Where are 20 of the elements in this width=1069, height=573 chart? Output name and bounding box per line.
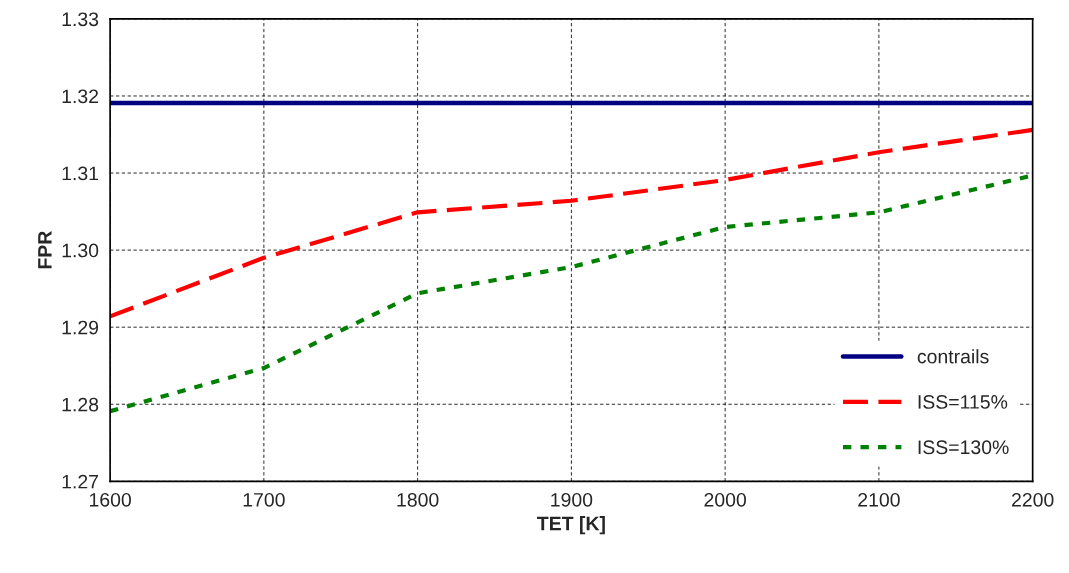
y-tick-label: 1.30 bbox=[62, 243, 99, 258]
legend-label: contrails bbox=[917, 349, 989, 364]
x-axis-title: TET [K] bbox=[537, 516, 605, 535]
y-tick-label: 1.33 bbox=[62, 12, 99, 27]
y-tick-label: 1.29 bbox=[62, 320, 99, 335]
y-tick-label: 1.31 bbox=[62, 166, 99, 181]
line-series bbox=[110, 127, 1033, 319]
x-tick-label: 2100 bbox=[858, 492, 900, 507]
y-tick-label: 1.27 bbox=[62, 474, 99, 489]
x-tick-label: 1600 bbox=[89, 492, 131, 507]
x-tick-label: 2000 bbox=[704, 492, 747, 507]
x-tick-label: 2200 bbox=[1012, 492, 1054, 507]
y-axis-title: FPR bbox=[38, 231, 52, 269]
x-tick-label: 1900 bbox=[551, 492, 593, 507]
legend-label: ISS=115% bbox=[918, 395, 1008, 409]
x-tick-label: 1700 bbox=[243, 492, 285, 507]
legend-label: ISS=130% bbox=[918, 440, 1009, 455]
x-tick-label: 1800 bbox=[397, 492, 439, 507]
y-tick-label: 1.28 bbox=[62, 397, 99, 412]
y-tick-label: 1.32 bbox=[62, 89, 99, 104]
